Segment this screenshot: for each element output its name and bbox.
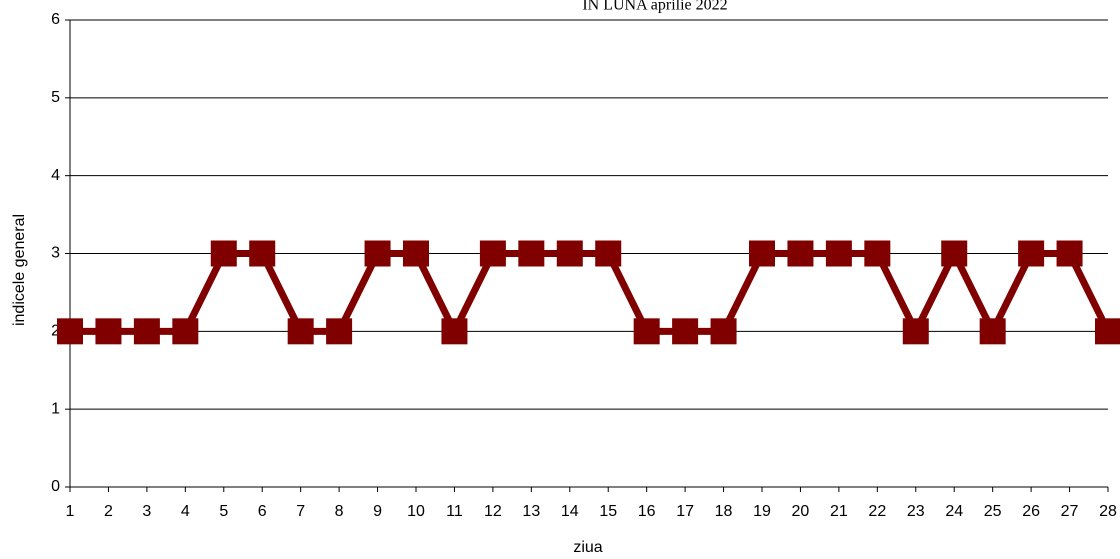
x-tick-label: 27: [1061, 503, 1079, 520]
point-marker: [57, 318, 83, 345]
point-marker: [556, 240, 583, 267]
x-tick-label: 10: [407, 503, 425, 520]
x-tick-label: 21: [830, 503, 848, 520]
y-tick-label: 2: [51, 323, 60, 340]
x-tick-label: 13: [522, 503, 540, 520]
x-tick-label: 3: [142, 503, 151, 520]
x-tick-label: 25: [984, 503, 1002, 520]
point-marker: [95, 318, 122, 345]
point-marker: [595, 240, 622, 267]
point-marker: [210, 240, 237, 267]
x-tick-label: 5: [219, 503, 228, 520]
point-marker: [672, 318, 699, 345]
point-marker: [902, 318, 929, 345]
point-marker: [1056, 240, 1083, 267]
x-tick-label: 8: [335, 503, 344, 520]
x-tick-label: 4: [181, 503, 190, 520]
x-tick-label: 18: [715, 503, 733, 520]
y-tick-label: 5: [51, 89, 60, 106]
x-tick-label: 19: [753, 503, 771, 520]
point-marker: [441, 318, 468, 345]
point-marker: [787, 240, 814, 267]
x-axis-label: ziua: [573, 539, 602, 556]
x-tick-label: 1: [66, 503, 75, 520]
x-tick-label: 9: [373, 503, 382, 520]
x-tick-label: 23: [907, 503, 925, 520]
point-marker: [941, 240, 968, 267]
point-marker: [364, 240, 391, 267]
point-marker: [287, 318, 314, 345]
point-marker: [633, 318, 660, 345]
y-axis-label: indicele general: [11, 214, 28, 326]
point-marker: [133, 318, 160, 345]
point-marker: [749, 240, 775, 267]
x-tick-label: 15: [599, 503, 617, 520]
y-tick-label: 1: [51, 400, 60, 417]
x-tick-label: 26: [1022, 503, 1040, 520]
x-tick-label: 2: [104, 503, 113, 520]
x-tick-label: 17: [676, 503, 694, 520]
point-marker: [518, 240, 545, 267]
point-marker: [825, 240, 852, 267]
chart-title: IN LUNA aprilie 2022: [582, 0, 727, 14]
x-tick-label: 28: [1099, 503, 1117, 520]
point-marker: [479, 240, 506, 267]
point-marker: [249, 240, 276, 267]
y-tick-label: 4: [51, 167, 60, 184]
point-marker: [979, 318, 1006, 345]
x-tick-label: 12: [484, 503, 502, 520]
point-marker: [1095, 318, 1120, 345]
x-tick-label: 20: [792, 503, 810, 520]
point-marker: [1018, 240, 1045, 267]
x-tick-label: 14: [561, 503, 579, 520]
x-tick-label: 7: [296, 503, 305, 520]
point-marker: [710, 318, 737, 345]
point-marker: [864, 240, 891, 267]
x-tick-label: 11: [446, 503, 463, 520]
y-tick-label: 6: [51, 11, 60, 28]
x-tick-label: 16: [638, 503, 656, 520]
y-tick-label: 3: [51, 245, 60, 262]
series-line: [70, 245, 1112, 340]
point-marker: [326, 318, 353, 345]
point-marker: [172, 318, 199, 345]
x-tick-label: 24: [945, 503, 963, 520]
x-tick-label: 6: [258, 503, 267, 520]
point-marker: [403, 240, 429, 267]
y-tick-label: 0: [51, 478, 60, 495]
x-tick-label: 22: [868, 503, 886, 520]
